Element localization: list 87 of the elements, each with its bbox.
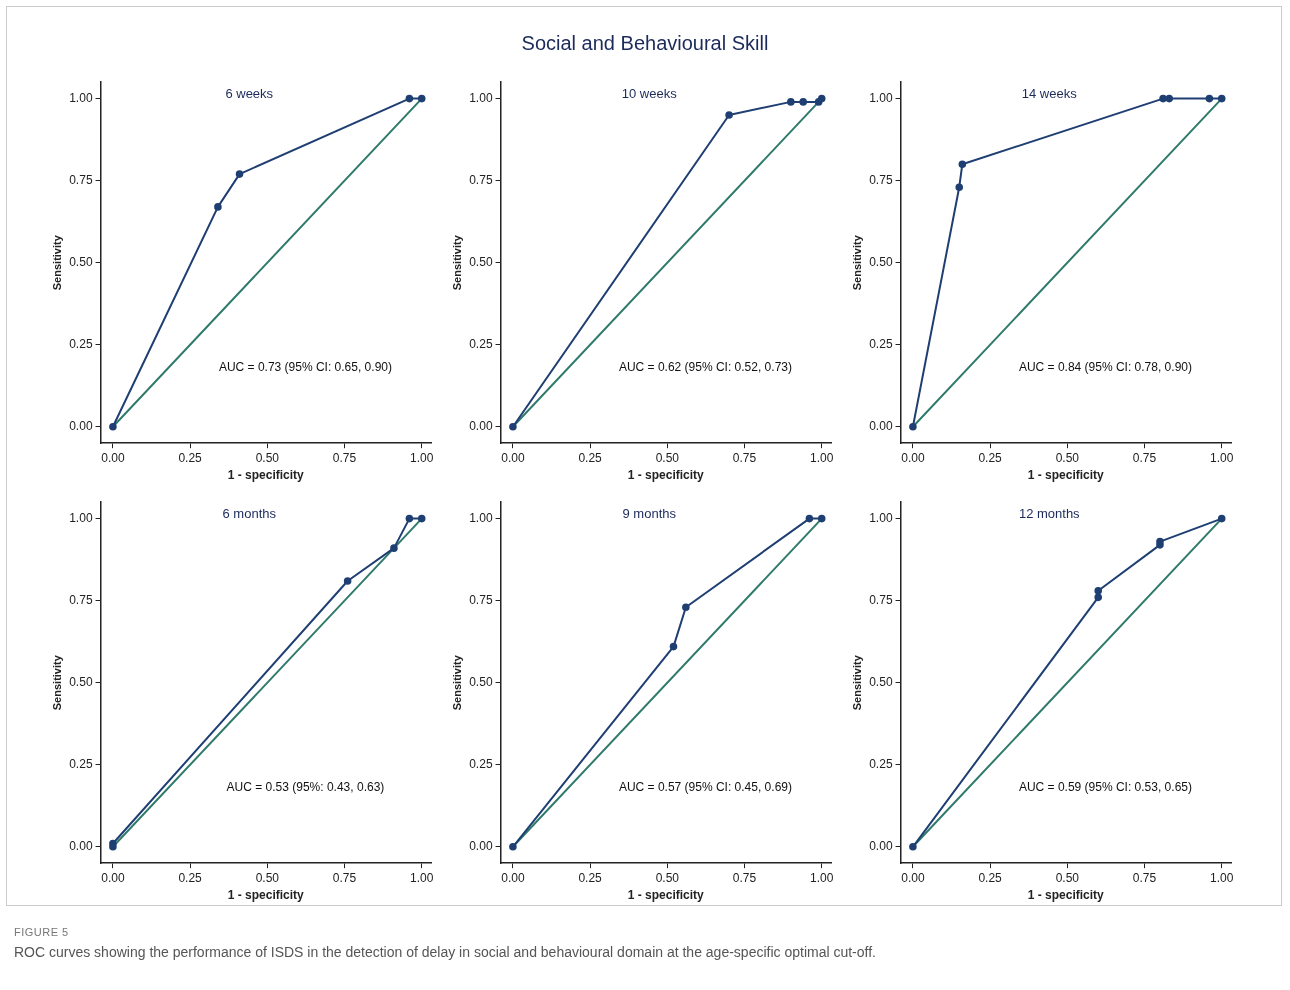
x-tick-label: 0.50: [1055, 870, 1080, 885]
y-tick-label: 0.50: [69, 675, 93, 690]
y-axis-title: Sensitivity: [450, 654, 463, 711]
x-tick-label: 0.00: [501, 450, 525, 465]
annotation: AUC = 0.53 (95%: 0.43, 0.63): [226, 779, 385, 794]
x-tick-label: 0.25: [978, 450, 1003, 465]
chart-title: 6 months: [222, 505, 277, 521]
x-axis-title: 1 - specificity: [627, 888, 705, 903]
y-tick-label: 0.25: [69, 337, 93, 352]
chart-title: 12 months: [1018, 505, 1081, 521]
x-tick-label: 0.00: [901, 450, 925, 465]
x-tick-label: 0.25: [178, 450, 203, 465]
x-tick-label: 0.50: [655, 870, 680, 885]
chart-title: 10 weeks: [621, 85, 678, 101]
y-tick-label: 0.25: [69, 757, 93, 772]
x-tick-label: 0.50: [255, 870, 280, 885]
x-tick-label: 1.00: [410, 870, 434, 885]
y-tick-label: 0.00: [869, 839, 893, 854]
y-tick-label: 0.25: [469, 337, 493, 352]
x-tick-label: 0.00: [101, 870, 125, 885]
chart-title: 14 weeks: [1021, 85, 1078, 101]
annotation: AUC = 0.73 (95% CI: 0.65, 0.90): [218, 359, 392, 374]
y-tick-label: 0.25: [869, 337, 893, 352]
y-tick-label: 0.75: [469, 172, 493, 187]
chart-title: 9 months: [622, 505, 677, 521]
y-axis-title: Sensitivity: [50, 654, 63, 711]
x-tick-label: 1.00: [1210, 870, 1234, 885]
y-tick-label: 1.00: [869, 510, 893, 525]
y-tick-label: 0.75: [869, 592, 893, 607]
y-tick-label: 0.50: [69, 255, 93, 270]
y-tick-label: 0.00: [69, 839, 93, 854]
y-tick-label: 0.25: [469, 757, 493, 772]
y-tick-label: 1.00: [869, 90, 893, 105]
x-tick-label: 0.25: [978, 870, 1003, 885]
y-tick-label: 0.75: [69, 592, 93, 607]
x-tick-label: 0.00: [501, 870, 525, 885]
x-tick-label: 0.00: [101, 450, 125, 465]
y-tick-label: 0.00: [469, 419, 493, 434]
annotation: AUC = 0.57 (95% CI: 0.45, 0.69): [618, 779, 792, 794]
text: Social and Behavioural Skill: [520, 32, 770, 55]
y-tick-label: 0.75: [69, 172, 93, 187]
chart-title: 6 weeks: [225, 85, 274, 101]
y-tick-label: 1.00: [69, 90, 93, 105]
y-tick-label: 0.00: [69, 419, 93, 434]
y-tick-label: 0.50: [869, 675, 893, 690]
x-tick-label: 0.25: [178, 870, 203, 885]
x-tick-label: 1.00: [410, 450, 434, 465]
x-tick-label: 0.75: [732, 450, 757, 465]
y-tick-label: 0.50: [469, 675, 493, 690]
x-axis-title: 1 - specificity: [627, 468, 705, 483]
y-tick-label: 0.00: [869, 419, 893, 434]
x-tick-label: 0.75: [1132, 870, 1157, 885]
y-tick-label: 1.00: [469, 510, 493, 525]
x-axis-title: 1 - specificity: [227, 888, 305, 903]
x-axis-title: 1 - specificity: [227, 468, 305, 483]
annotation: AUC = 0.62 (95% CI: 0.52, 0.73): [618, 359, 792, 374]
x-tick-label: 0.75: [732, 870, 757, 885]
y-axis-title: Sensitivity: [450, 234, 463, 291]
y-tick-label: 0.75: [869, 172, 893, 187]
x-tick-label: 1.00: [810, 870, 834, 885]
x-tick-label: 0.50: [1055, 450, 1080, 465]
x-tick-label: 0.50: [255, 450, 280, 465]
y-axis-title: Sensitivity: [50, 234, 63, 291]
y-axis-title: Sensitivity: [850, 234, 863, 291]
x-tick-label: 0.75: [332, 870, 357, 885]
annotation: AUC = 0.84 (95% CI: 0.78, 0.90): [1018, 359, 1192, 374]
y-tick-label: 1.00: [469, 90, 493, 105]
x-tick-label: 0.50: [655, 450, 680, 465]
y-tick-label: 0.50: [469, 255, 493, 270]
annotation: AUC = 0.59 (95% CI: 0.53, 0.65): [1018, 779, 1192, 794]
x-tick-label: 0.00: [901, 870, 925, 885]
text: ROC curves showing the performance of ISDS in the detection of delay in social and behavioural domain at the age-specific optimal cut-off.: [14, 944, 877, 960]
y-tick-label: 0.25: [869, 757, 893, 772]
x-tick-label: 1.00: [810, 450, 834, 465]
x-tick-label: 0.75: [332, 450, 357, 465]
x-tick-label: 0.75: [1132, 450, 1157, 465]
y-tick-label: 0.50: [869, 255, 893, 270]
caption: FIGURE 5: [14, 926, 70, 938]
x-axis-title: 1 - specificity: [1027, 888, 1105, 903]
y-tick-label: 0.00: [469, 839, 493, 854]
y-tick-label: 1.00: [69, 510, 93, 525]
x-axis-title: 1 - specificity: [1027, 468, 1105, 483]
x-tick-label: 0.25: [578, 870, 603, 885]
x-tick-label: 1.00: [1210, 450, 1234, 465]
y-tick-label: 0.75: [469, 592, 493, 607]
x-tick-label: 0.25: [578, 450, 603, 465]
y-axis-title: Sensitivity: [850, 654, 863, 711]
